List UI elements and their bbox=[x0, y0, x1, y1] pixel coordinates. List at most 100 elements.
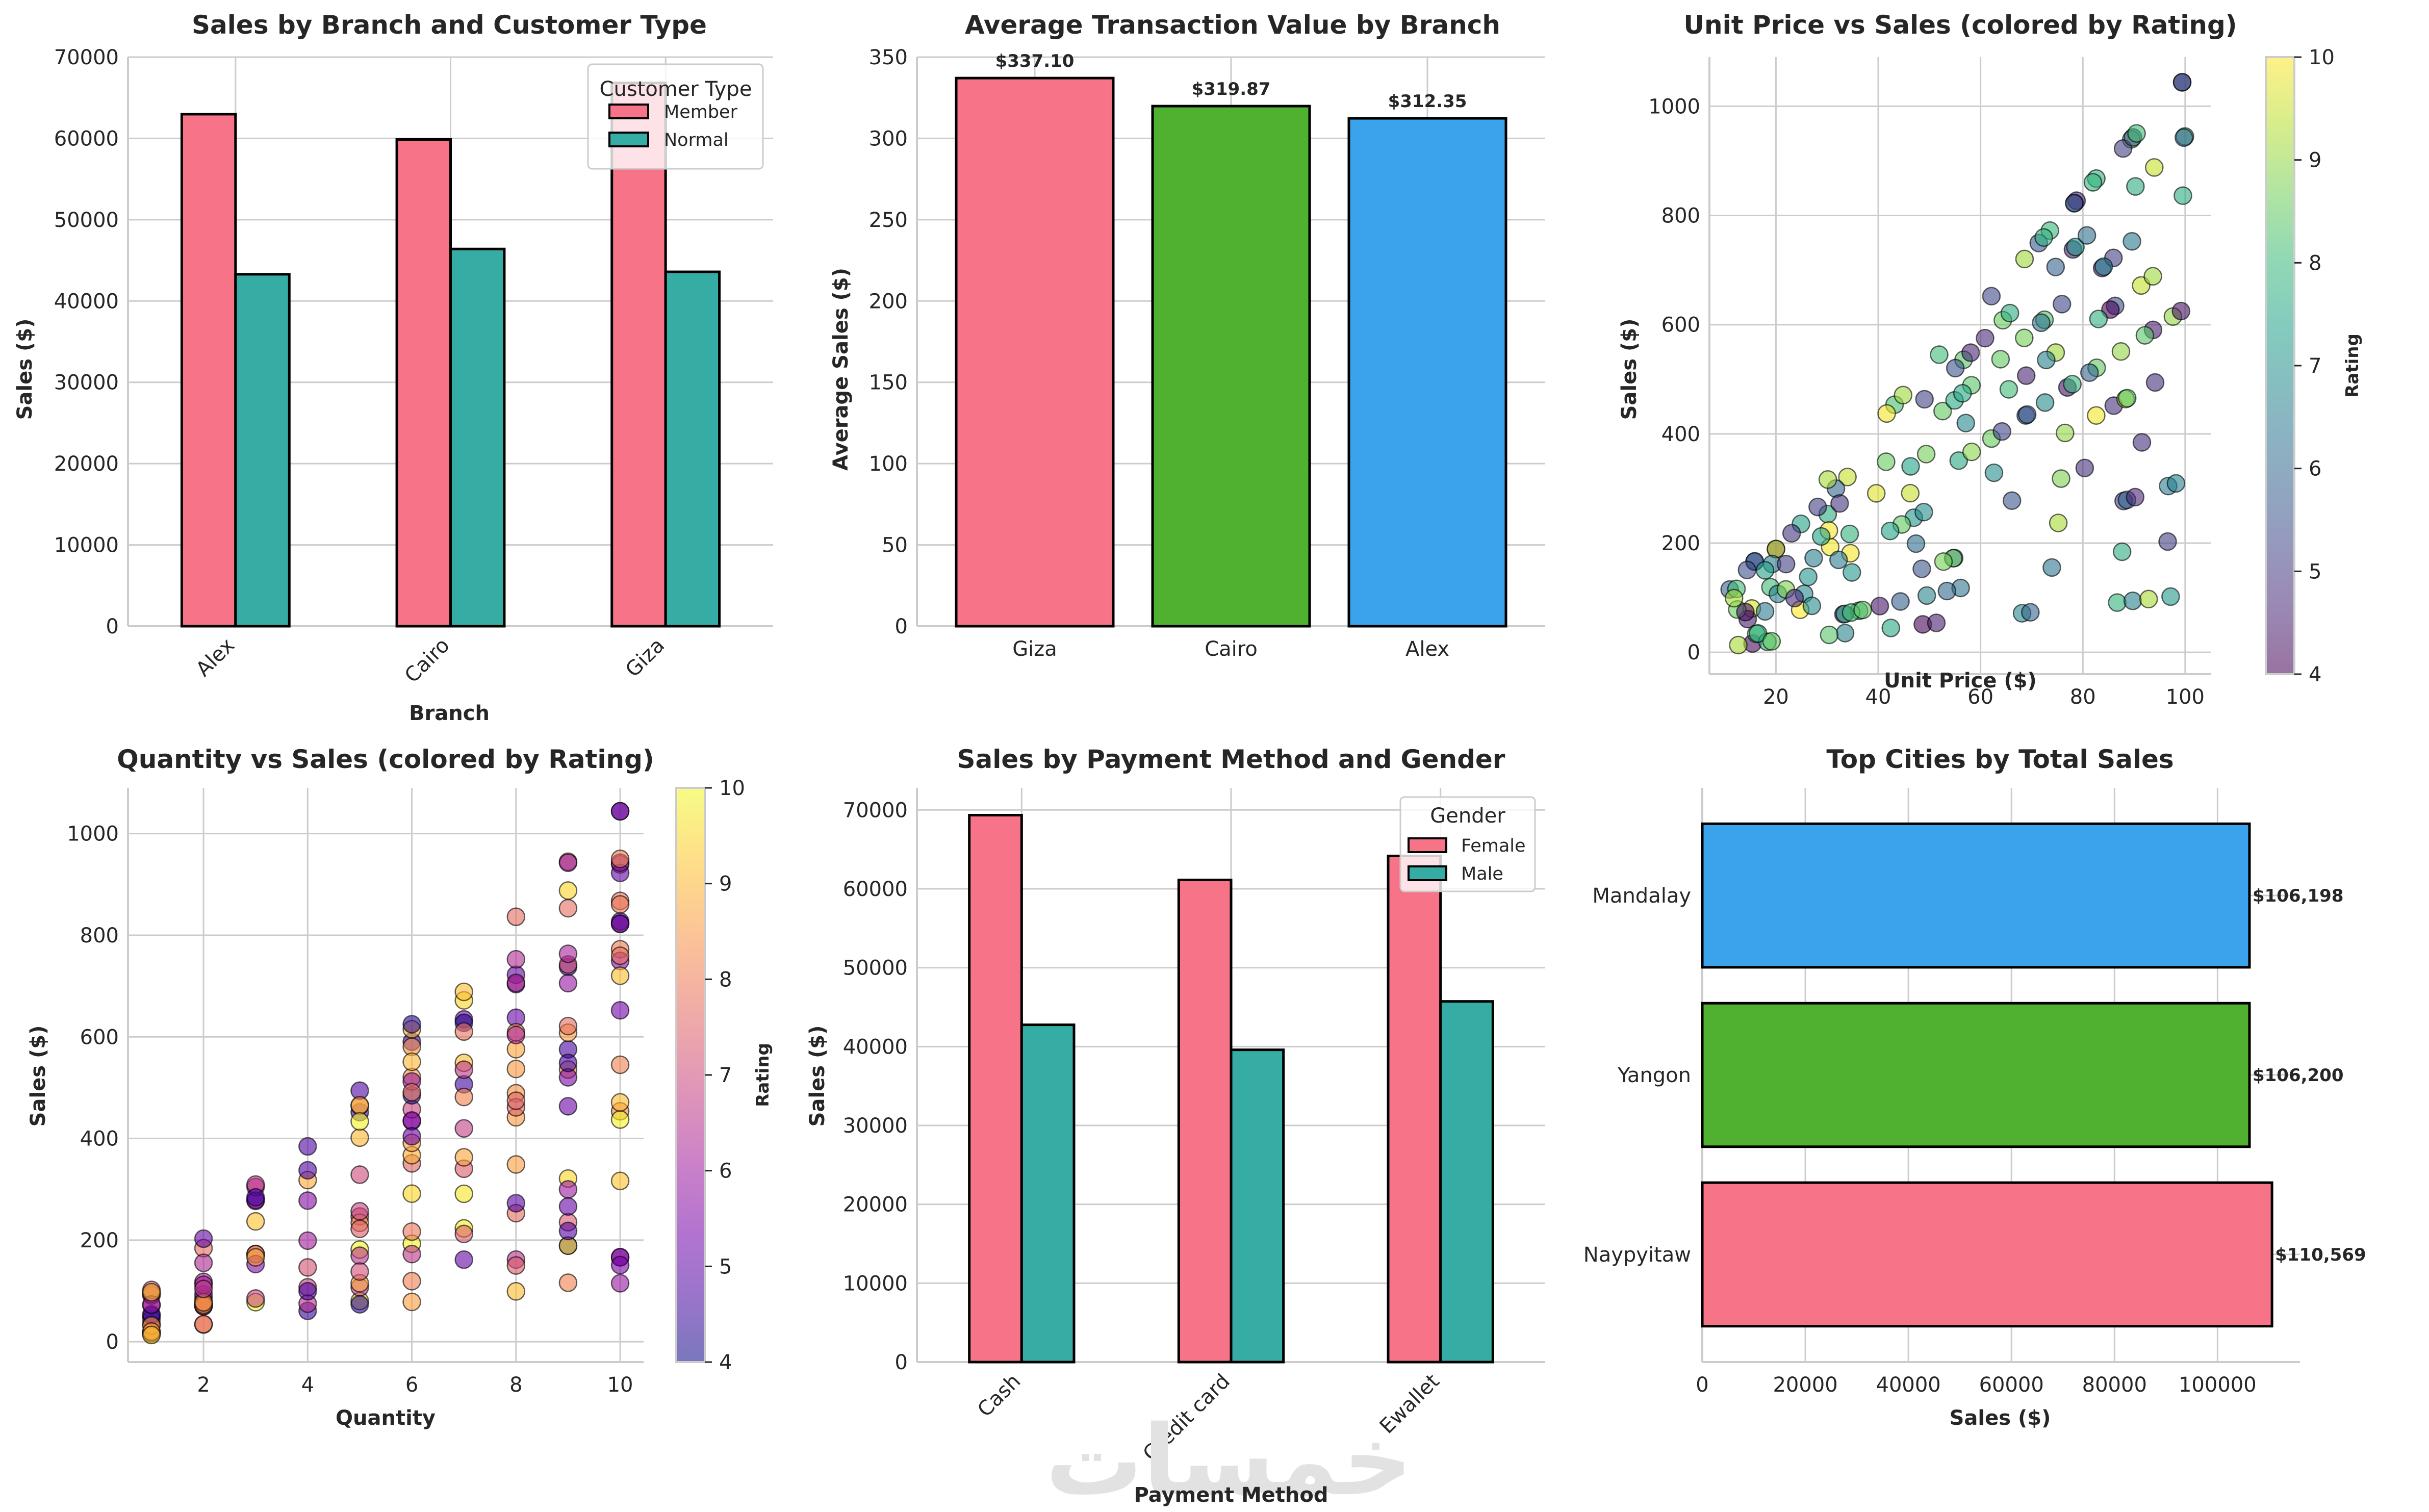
scatter-point bbox=[142, 1325, 161, 1345]
scatter-point bbox=[1748, 624, 1768, 643]
scatter-point bbox=[506, 1194, 526, 1213]
scatter-point bbox=[1999, 380, 2018, 399]
y-tick-label: 1000 bbox=[1648, 95, 1700, 118]
scatter-point bbox=[402, 1272, 421, 1291]
scatter-point bbox=[454, 1119, 473, 1138]
scatter-point bbox=[2123, 592, 2142, 610]
scatter-point bbox=[1991, 350, 2010, 369]
scatter-point bbox=[2015, 249, 2034, 269]
scatter-point bbox=[1961, 343, 1980, 362]
scatter-point bbox=[1877, 452, 1896, 471]
scatter-point bbox=[2016, 366, 2036, 385]
scatter-point bbox=[2126, 177, 2145, 196]
x-tick-label: 100000 bbox=[2179, 1373, 2257, 1397]
scatter-point bbox=[2123, 232, 2141, 251]
y-tick-label: 1000 bbox=[67, 823, 119, 846]
scatter-point bbox=[1736, 603, 1755, 622]
y-axis-label: Average Sales ($) bbox=[829, 268, 853, 471]
bar-female-cash bbox=[968, 814, 1023, 1364]
colorbar: 4 5 6 7 8 9 10 Rating bbox=[675, 777, 773, 1374]
chart-quantity-vs-sales: Quantity vs Sales (colored by Rating) 0 2… bbox=[27, 745, 773, 1430]
scatter-point bbox=[2117, 389, 2137, 407]
legend-swatch-member bbox=[608, 104, 649, 119]
y-tick-label: 200 bbox=[869, 290, 908, 313]
scatter-point bbox=[298, 1191, 317, 1210]
scatter-point bbox=[246, 1289, 265, 1308]
scatter-point bbox=[2037, 350, 2056, 370]
scatter-point bbox=[402, 1222, 421, 1241]
scatter-point bbox=[1755, 561, 1775, 580]
scatter-point bbox=[350, 1165, 369, 1184]
y-tick-label: 0 bbox=[106, 615, 119, 638]
data-label: $110,569 bbox=[2275, 1245, 2366, 1265]
x-tick-label: 40 bbox=[1865, 685, 1891, 709]
scatter-point bbox=[558, 944, 578, 963]
data-label: $319.87 bbox=[1192, 79, 1271, 99]
scatter-point bbox=[2171, 301, 2190, 321]
bar-naypyitaw bbox=[1701, 1181, 2273, 1328]
x-tick-label: Giza bbox=[1012, 637, 1057, 661]
y-tick-label: 50000 bbox=[54, 209, 119, 232]
y-axis-label: Sales ($) bbox=[13, 319, 37, 420]
legend-title: Customer Type bbox=[600, 78, 752, 101]
scatter-point bbox=[1906, 534, 1926, 553]
bar-yangon bbox=[1701, 1002, 2251, 1148]
scatter-point bbox=[1843, 563, 1861, 582]
scatter-point bbox=[194, 1253, 213, 1272]
x-axis-label: Payment Method bbox=[1134, 1483, 1328, 1507]
x-tick-label: 10 bbox=[607, 1373, 633, 1397]
y-tick-label: Yangon bbox=[1617, 1064, 1691, 1087]
scatter-point bbox=[246, 1188, 265, 1207]
y-tick-label: 400 bbox=[80, 1127, 119, 1151]
y-tick-label: 800 bbox=[80, 924, 119, 947]
scatter-point bbox=[558, 853, 578, 873]
scatter-point bbox=[1812, 527, 1831, 546]
scatter-point bbox=[558, 1016, 578, 1036]
scatter-point bbox=[2032, 313, 2051, 332]
scatter-point bbox=[2017, 405, 2037, 424]
scatter-point bbox=[2052, 295, 2072, 314]
scatter-point bbox=[506, 1091, 526, 1110]
y-tick-label: 10000 bbox=[843, 1272, 908, 1295]
colorbar-tick-label: 6 bbox=[719, 1160, 732, 1183]
scatter-point bbox=[2049, 514, 2068, 532]
colorbar-tick-label: 7 bbox=[719, 1064, 732, 1087]
y-axis-label: Sales ($) bbox=[1618, 319, 1641, 420]
scatter-point bbox=[350, 1219, 369, 1238]
scatter-point bbox=[558, 1054, 578, 1072]
scatter-point bbox=[1785, 588, 1804, 608]
scatter-point bbox=[1916, 445, 1936, 464]
scatter-point bbox=[1881, 522, 1900, 541]
x-tick-label: 8 bbox=[509, 1373, 522, 1397]
scatter-point bbox=[350, 1096, 369, 1115]
y-tick-label: 350 bbox=[869, 46, 908, 69]
scatter-point bbox=[1914, 502, 1933, 522]
y-tick-label: 250 bbox=[869, 209, 908, 232]
y-tick-label: 200 bbox=[80, 1229, 119, 1252]
scatter-point bbox=[1808, 497, 1827, 517]
scatter-point bbox=[454, 1224, 473, 1244]
chart-title: Sales by Branch and Customer Type bbox=[192, 10, 707, 40]
scatter-point bbox=[1930, 345, 1949, 364]
scatter-point bbox=[402, 1015, 421, 1034]
scatter-point bbox=[2035, 393, 2055, 412]
x-axis-label: Sales ($) bbox=[1950, 1406, 2051, 1430]
scatter-point bbox=[1802, 596, 1822, 616]
scatter-point bbox=[2000, 303, 2019, 323]
scatter-point bbox=[2066, 238, 2085, 257]
scatter-point bbox=[298, 1282, 317, 1301]
scatter-point bbox=[1901, 457, 1920, 476]
y-axis-label: Sales ($) bbox=[806, 1026, 829, 1127]
scatter-point bbox=[2145, 373, 2165, 392]
colorbar: 4 5 6 7 8 9 10 Rating bbox=[2265, 46, 2363, 686]
scatter-point bbox=[1881, 619, 1901, 637]
x-tick-label: Alex bbox=[192, 634, 239, 681]
scatter-point bbox=[454, 982, 473, 1002]
scatter-point bbox=[610, 895, 630, 914]
scatter-point bbox=[1818, 470, 1837, 489]
scatter-point bbox=[246, 1248, 265, 1267]
bar-normal-alex bbox=[234, 273, 291, 628]
legend-swatch-normal bbox=[608, 132, 649, 147]
scatter-point bbox=[1962, 442, 1981, 462]
scatter-point bbox=[610, 1274, 630, 1293]
